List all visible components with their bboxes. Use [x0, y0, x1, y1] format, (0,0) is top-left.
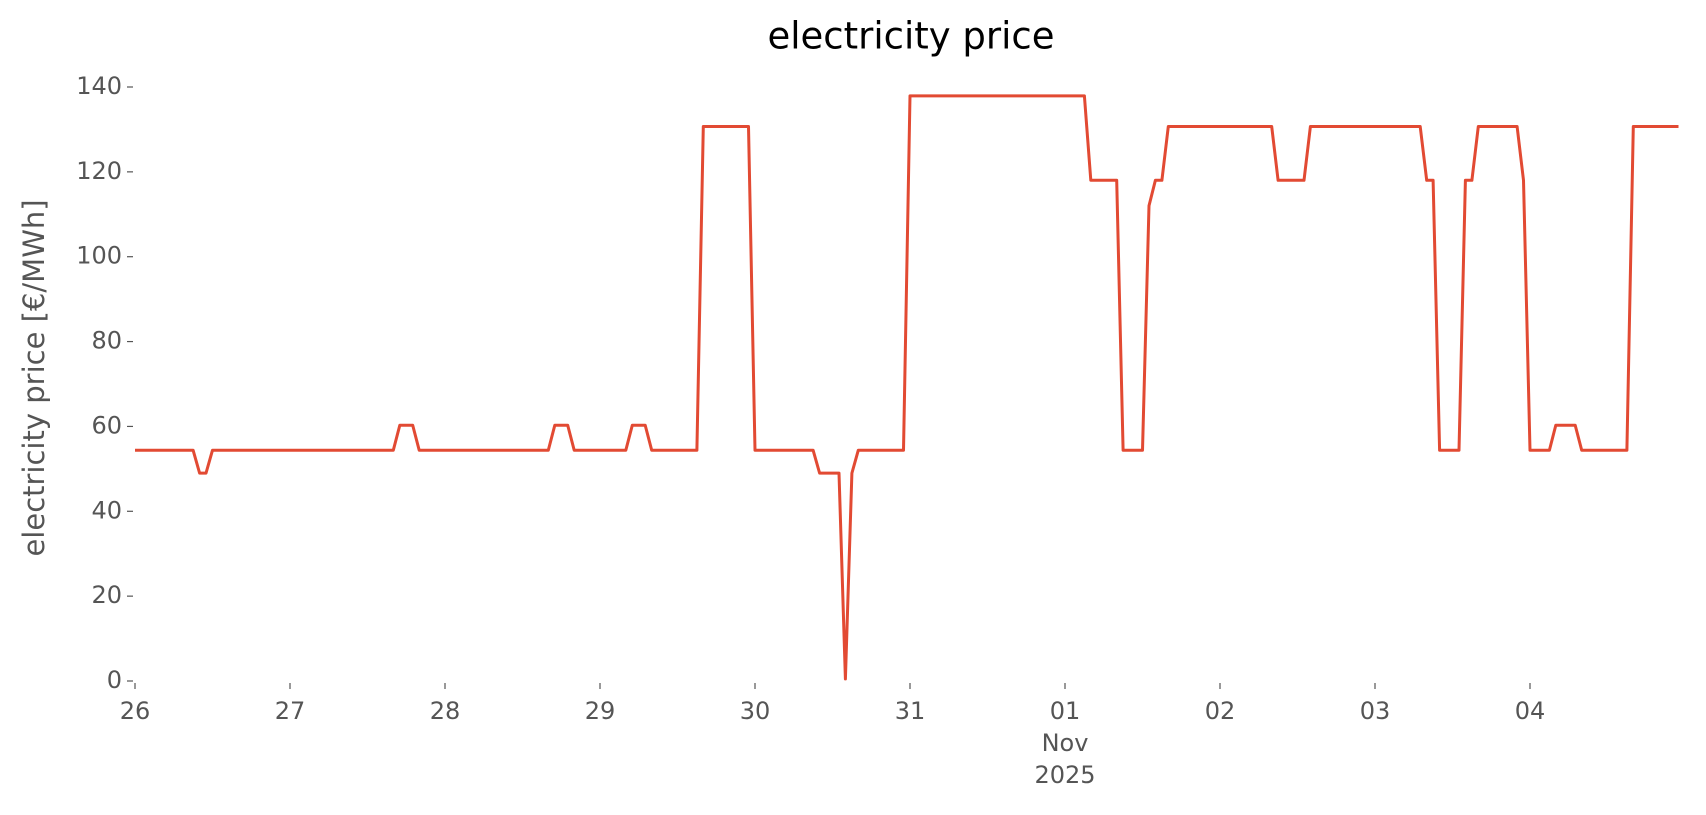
line: [135, 94, 1679, 681]
x-tick-label: 31: [894, 697, 926, 725]
x-tick-label: 26: [119, 697, 151, 725]
x-tick-label: 29: [584, 697, 616, 725]
x-tick-label: 28: [429, 697, 461, 725]
x-tick-label: 27: [274, 697, 306, 725]
y-axis-label: electricity price [€/MWh]: [17, 199, 51, 556]
y-tick-label: 20: [91, 581, 122, 609]
y-tick-label: 100: [76, 242, 122, 270]
y-tick-label: 120: [76, 157, 122, 185]
x-tick-label: 02: [1204, 697, 1236, 725]
y-tick-label: 60: [91, 411, 122, 439]
x-tick-label: 03: [1359, 697, 1391, 725]
y-tick-label: 0: [107, 666, 122, 694]
y-tick-label: 40: [91, 496, 122, 524]
x-tick-label: 04: [1514, 697, 1546, 725]
x-tick-label: 01 Nov 2025: [1034, 697, 1096, 789]
chart-title: electricity price: [767, 15, 1054, 58]
x-tick-label: 30: [739, 697, 771, 725]
y-tick-label: 80: [91, 327, 122, 355]
y-tick-label: 140: [76, 72, 122, 100]
